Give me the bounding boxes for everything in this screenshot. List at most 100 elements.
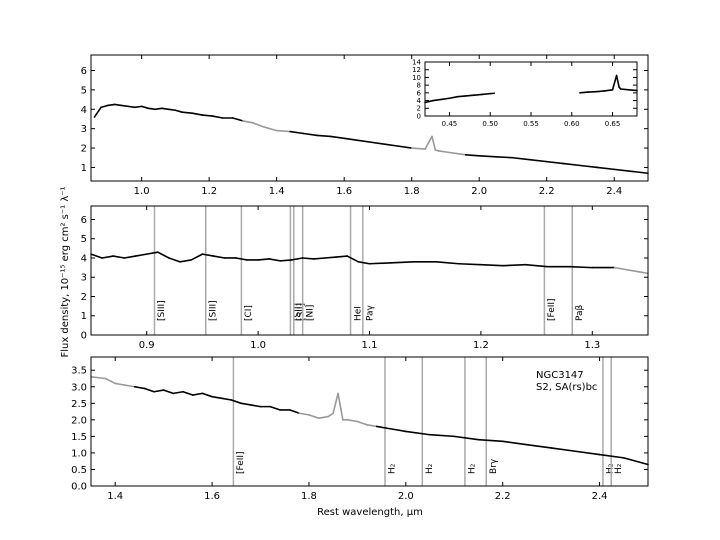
inset-spectrum-segment <box>611 74 618 91</box>
bottom-spectrum-segment <box>327 412 334 418</box>
bottom-y-tick-label: 1.0 <box>71 448 87 459</box>
y-axis-label: Flux density, 10⁻¹⁵ erg cm² s⁻¹ λ⁻¹ <box>60 186 71 357</box>
bottom-spectrum-segment <box>191 392 204 396</box>
bottom-line-label: [FeII] <box>236 451 246 474</box>
top-spectrum-segment <box>613 168 632 173</box>
bottom-spectrum-segment <box>269 405 281 411</box>
middle-spectrum-segment <box>613 266 638 273</box>
annotation-text: NGC3147 <box>536 370 584 381</box>
bottom-spectrum-segment <box>308 414 320 419</box>
top-x-tick-label: 2.0 <box>471 186 487 197</box>
bottom-spectrum-segment <box>356 420 368 426</box>
middle-x-tick-label: 0.9 <box>139 340 155 351</box>
bottom-spectrum-segment <box>453 435 480 441</box>
inset-x-tick-label: 0.55 <box>523 120 539 128</box>
bottom-line-label: H₂ <box>388 463 398 474</box>
top-x-tick-label: 1.2 <box>201 186 217 197</box>
top-y-tick-label: 6 <box>81 66 87 77</box>
inset-spectrum-segment <box>440 97 451 101</box>
inset-spectrum-segment <box>473 93 483 96</box>
bottom-spectrum-segment <box>288 409 301 415</box>
top-spectrum-segment <box>545 160 565 165</box>
bottom-spectrum-segment <box>133 385 146 390</box>
bottom-spectrum-segment <box>220 397 233 401</box>
bottom-line-label: H₂ <box>468 463 478 474</box>
middle-spectrum-segment <box>390 261 415 264</box>
top-spectrum-segment <box>316 134 332 138</box>
middle-spectrum-segment <box>480 263 504 267</box>
middle-spectrum-segment <box>157 251 170 259</box>
top-spectrum-segment <box>120 104 129 108</box>
bottom-spectrum-segment <box>153 389 165 393</box>
top-spectrum-segment <box>596 166 616 171</box>
middle-spectrum-segment <box>290 257 304 261</box>
bottom-spectrum-segment <box>574 450 601 456</box>
inset-x-tick-label: 0.65 <box>605 120 621 128</box>
top-x-tick-label: 1.0 <box>134 186 150 197</box>
bottom-x-tick-label: 1.6 <box>204 491 220 502</box>
bottom-x-tick-label: 2.4 <box>592 491 608 502</box>
middle-spectrum-segment <box>435 261 460 265</box>
inset-spectrum-segment <box>464 94 475 97</box>
middle-y-tick-label: 1 <box>81 311 87 322</box>
bottom-line-label: H₂ <box>614 463 624 474</box>
bottom-frame <box>90 356 649 487</box>
top-x-tick-label: 1.8 <box>404 186 420 197</box>
middle-line-label: [CI] <box>244 305 254 321</box>
top-spectrum-segment <box>231 117 244 122</box>
top-y-tick-label: 5 <box>81 85 87 96</box>
bottom-spectrum-segment <box>598 453 625 459</box>
top-y-tick-label: 4 <box>81 105 87 116</box>
top-x-tick-label: 2.2 <box>539 186 555 197</box>
middle-spectrum-segment <box>123 255 137 259</box>
top-spectrum-segment <box>93 106 102 118</box>
middle-line-label: Paβ <box>575 304 585 321</box>
middle-spectrum-segment <box>190 253 204 261</box>
top-spectrum-segment <box>437 150 454 154</box>
bottom-spectrum-segment <box>395 428 407 433</box>
top-spectrum-segment <box>370 141 386 145</box>
inset-spectrum-segment <box>619 88 630 91</box>
middle-panel: [SIII] [SIII] [CI] [SII][SII][NI] HeI Paγ [FeI… <box>81 205 649 351</box>
middle-x-tick-label: 1.3 <box>584 340 600 351</box>
middle-spectrum-segment <box>257 258 271 261</box>
top-spectrum-segment <box>383 143 399 147</box>
bottom-spectrum-segment <box>143 387 155 393</box>
inset-y-tick-label: 4 <box>417 97 422 105</box>
bottom-y-tick-label: 1.5 <box>71 432 87 443</box>
inset-spectrum-segment <box>424 99 434 104</box>
top-spectrum-segment <box>424 135 433 150</box>
middle-line-label: [SII] <box>293 303 303 321</box>
top-x-tick-label: 1.6 <box>336 186 352 197</box>
inset-y-tick-label: 14 <box>412 58 421 66</box>
middle-line-label: [SIII] <box>157 300 167 321</box>
middle-spectrum-segment <box>201 253 215 257</box>
top-spectrum-segment <box>161 107 170 111</box>
middle-spectrum-segment <box>90 253 103 259</box>
inset-spectrum-segment <box>448 95 459 100</box>
bottom-x-tick-label: 1.8 <box>301 491 317 502</box>
inset-spectrum-segment <box>432 98 443 102</box>
bottom-line-label: Brγ <box>489 458 499 474</box>
top-spectrum-segment <box>201 114 214 117</box>
top-spectrum-segment <box>275 129 291 133</box>
inset-x-tick-label: 0.60 <box>564 120 580 128</box>
middle-y-tick-label: 0 <box>81 331 87 342</box>
top-spectrum-segment <box>167 108 177 112</box>
inset-spectrum-segment <box>481 92 492 96</box>
middle-x-tick-label: 1.1 <box>362 340 378 351</box>
bottom-spectrum-segment <box>124 384 136 388</box>
top-spectrum-segment <box>289 130 305 135</box>
top-spectrum-segment <box>397 145 413 149</box>
middle-spectrum-segment <box>335 255 349 258</box>
middle-spectrum-segment <box>168 257 181 263</box>
middle-spectrum-segment <box>368 261 393 265</box>
middle-spectrum-segment <box>134 253 148 257</box>
top-spectrum-segment <box>242 120 254 124</box>
inset-spectrum-segment <box>615 74 620 88</box>
bottom-y-tick-label: 3.0 <box>71 382 87 393</box>
bottom-spectrum-segment <box>201 392 213 398</box>
bottom-spectrum-segment <box>405 430 431 436</box>
